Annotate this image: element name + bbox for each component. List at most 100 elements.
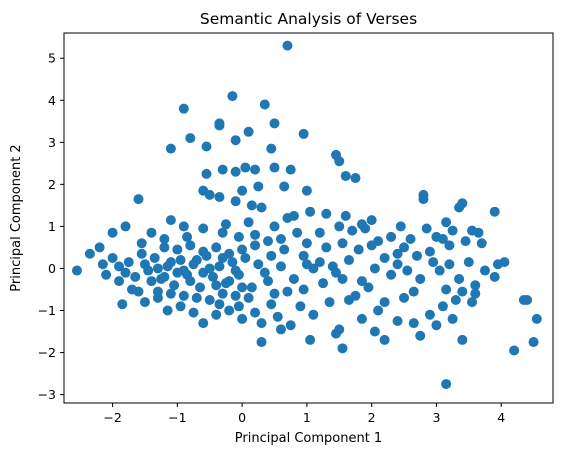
data-point: [444, 240, 455, 251]
data-point: [259, 267, 270, 278]
data-point: [256, 318, 267, 329]
data-point: [214, 191, 225, 202]
data-point: [214, 261, 225, 272]
x-tick-label: 4: [497, 410, 505, 425]
data-point: [97, 259, 108, 270]
data-point: [275, 324, 286, 335]
data-point: [522, 294, 533, 305]
data-point: [343, 294, 354, 305]
data-point: [269, 288, 280, 299]
data-point: [321, 242, 332, 253]
data-point: [434, 265, 445, 276]
data-point: [489, 206, 500, 217]
data-point: [331, 328, 342, 339]
data-point: [165, 215, 176, 226]
data-point: [428, 257, 439, 268]
x-axis-ticks: −2 −1 0 1 2 3 4: [103, 403, 505, 425]
data-point: [237, 244, 248, 255]
data-point: [421, 223, 432, 234]
data-point: [211, 242, 222, 253]
data-point: [295, 301, 306, 312]
data-point: [211, 309, 222, 320]
data-point: [424, 246, 435, 257]
data-point: [282, 40, 293, 51]
data-point: [172, 244, 183, 255]
data-point: [301, 259, 312, 270]
data-point: [204, 263, 215, 274]
data-point: [441, 217, 452, 228]
data-point: [123, 257, 134, 268]
data-point: [327, 261, 338, 272]
x-tick-label: −2: [103, 410, 121, 425]
data-point: [243, 292, 254, 303]
data-point: [165, 143, 176, 154]
data-point: [162, 305, 173, 316]
data-point: [253, 259, 264, 270]
data-point: [230, 196, 241, 207]
data-point: [201, 168, 212, 179]
data-point: [256, 337, 267, 348]
data-point: [220, 219, 231, 230]
data-point: [159, 271, 170, 282]
data-point: [369, 326, 380, 337]
data-point: [366, 240, 377, 251]
data-point: [84, 248, 95, 259]
data-point: [337, 238, 348, 249]
data-point: [334, 221, 345, 232]
data-point: [369, 263, 380, 274]
data-point: [269, 221, 280, 232]
data-point: [447, 225, 458, 236]
data-point: [473, 227, 484, 238]
data-point: [288, 273, 299, 284]
data-point: [198, 318, 209, 329]
data-point: [470, 288, 481, 299]
data-point: [356, 276, 367, 287]
data-point: [204, 294, 215, 305]
data-point: [528, 337, 539, 348]
data-point: [195, 282, 206, 293]
data-point: [269, 118, 280, 129]
data-point: [399, 292, 410, 303]
data-point: [386, 231, 397, 242]
y-axis-label: Principal Component 2: [9, 144, 24, 291]
data-point: [188, 307, 199, 318]
data-point: [139, 259, 150, 270]
data-point: [159, 242, 170, 253]
data-point: [217, 252, 228, 263]
data-point: [175, 301, 186, 312]
data-point: [334, 156, 345, 167]
data-point: [454, 202, 465, 213]
y-tick-label: 1: [48, 219, 56, 234]
data-point: [470, 280, 481, 291]
data-point: [224, 305, 235, 316]
points-layer: [71, 40, 542, 390]
data-point: [269, 162, 280, 173]
data-point: [489, 271, 500, 282]
data-point: [399, 242, 410, 253]
data-point: [227, 91, 238, 102]
data-point: [182, 231, 193, 242]
data-point: [282, 286, 293, 297]
data-point: [292, 227, 303, 238]
data-point: [444, 259, 455, 270]
data-point: [460, 236, 471, 247]
data-point: [272, 311, 283, 322]
data-point: [152, 263, 163, 274]
x-tick-label: 3: [432, 410, 440, 425]
data-point: [178, 290, 189, 301]
data-point: [214, 120, 225, 131]
x-axis-label: Principal Component 1: [235, 431, 382, 446]
data-point: [386, 269, 397, 280]
data-point: [101, 269, 112, 280]
data-point: [217, 227, 228, 238]
data-point: [321, 208, 332, 219]
data-point: [305, 334, 316, 345]
data-point: [450, 294, 461, 305]
data-point: [457, 286, 468, 297]
y-tick-label: 5: [48, 51, 56, 66]
data-point: [298, 250, 309, 261]
data-point: [373, 305, 384, 316]
data-point: [441, 284, 452, 295]
data-point: [347, 225, 358, 236]
y-tick-label: 4: [48, 93, 56, 108]
